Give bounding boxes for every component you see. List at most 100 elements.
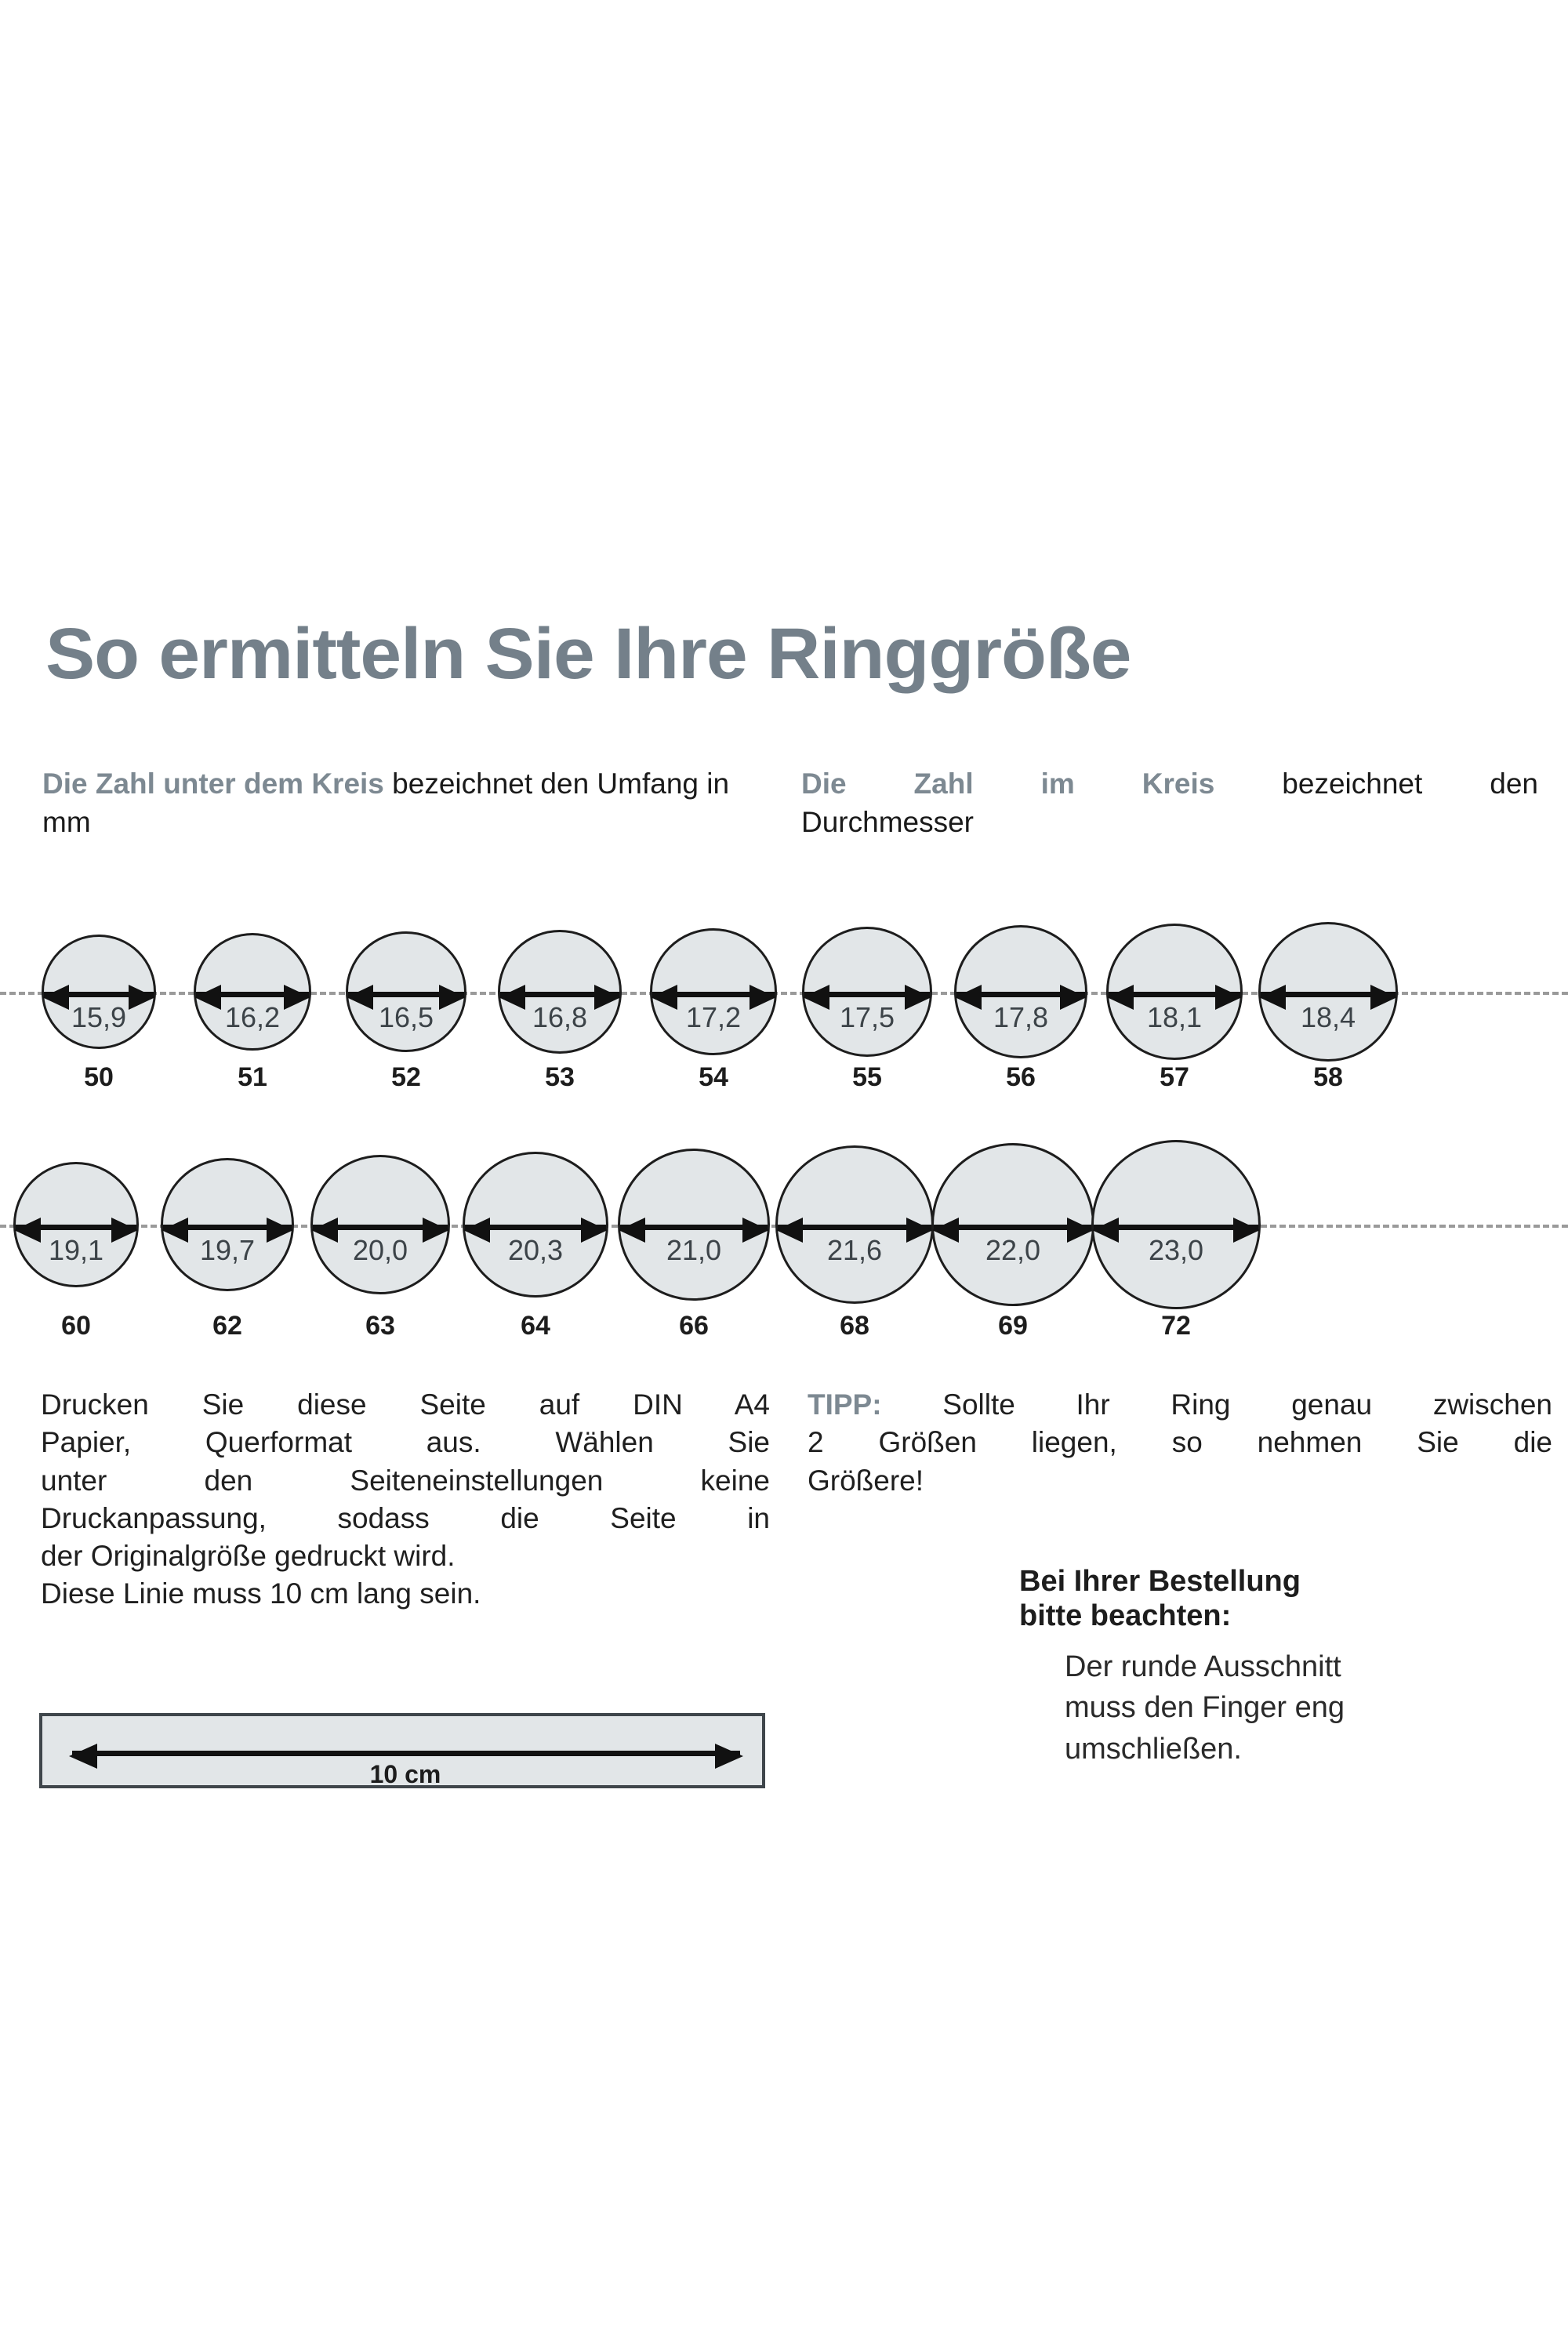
legend-left-emphasis: Die Zahl unter dem Kreis xyxy=(42,768,384,800)
ring-size-62: 19,7 xyxy=(161,1158,294,1291)
ring-diameter-label: 17,8 xyxy=(993,1001,1049,1033)
ring-size-55: 17,5 xyxy=(802,927,932,1057)
ring-diameter-label: 18,4 xyxy=(1300,1001,1356,1033)
diameter-arrow-icon xyxy=(463,1218,608,1243)
ring-size-60: 19,1 xyxy=(13,1162,139,1287)
ring-circumference-label-72: 72 xyxy=(1161,1311,1191,1341)
ring-circumference-label-63: 63 xyxy=(365,1311,395,1341)
tip-line-2: 2 Größen liegen, so nehmen Sie die xyxy=(808,1426,1552,1459)
tip-label: TIPP: xyxy=(808,1388,882,1421)
ruler-double-arrow-icon xyxy=(69,1744,743,1769)
ring-diameter-label: 22,0 xyxy=(985,1234,1041,1266)
legend-left-rest: bezeichnet den Umfang in mm xyxy=(42,768,730,839)
ring-row-1: 15,9 50 16,2 51 16,5 52 16,8 53 17,2 54 17,5 55 17,8… xyxy=(0,913,1568,1109)
ring-diameter-label: 20,3 xyxy=(507,1234,564,1266)
ring-size-63: 20,0 xyxy=(310,1155,450,1294)
diameter-arrow-icon xyxy=(499,985,621,1010)
ring-size-66: 21,0 xyxy=(618,1149,770,1301)
diameter-arrow-icon xyxy=(347,985,466,1010)
instruction-line-5: der Originalgröße gedruckt wird. xyxy=(41,1540,456,1573)
ruler-calibration-bar: 10 cm xyxy=(39,1713,765,1788)
diameter-arrow-icon xyxy=(1107,985,1242,1010)
diameter-arrow-icon xyxy=(1259,985,1397,1010)
order-notice-heading-line-2: bitte beachten: xyxy=(1019,1599,1232,1633)
order-notice-heading-line-1: Bei Ihrer Bestellung xyxy=(1019,1565,1301,1598)
ring-size-52: 16,5 xyxy=(346,931,466,1052)
ring-diameter-label: 23,0 xyxy=(1148,1234,1204,1266)
legend-right: Die Zahl im Kreis bezeichnet den Durchme… xyxy=(801,764,1538,841)
legend-right-rest-2: Durchmesser xyxy=(801,806,974,839)
ring-row-2: 19,1 60 19,7 62 20,0 63 20,3 64 21,0 66 21,6 68 22,0… xyxy=(0,1137,1568,1345)
ring-circumference-label-64: 64 xyxy=(521,1311,550,1341)
order-notice-body: Der runde Ausschnitt muss den Finger eng… xyxy=(1065,1646,1566,1769)
ring-circumference-label-68: 68 xyxy=(840,1311,869,1341)
ring-circumference-label-66: 66 xyxy=(679,1311,709,1341)
diameter-arrow-icon xyxy=(311,1218,449,1243)
ring-diameter-label: 18,1 xyxy=(1146,1001,1203,1033)
ring-diameter-label: 15,9 xyxy=(71,1001,127,1033)
ring-diameter-label: 19,1 xyxy=(48,1234,104,1266)
ring-circumference-label-53: 53 xyxy=(545,1062,575,1092)
ring-size-50: 15,9 xyxy=(42,935,156,1049)
diameter-arrow-icon xyxy=(619,1218,769,1243)
legend-right-emphasis: Die Zahl im Kreis xyxy=(801,768,1215,800)
diameter-arrow-icon xyxy=(776,1218,933,1243)
diameter-arrow-icon xyxy=(42,985,155,1010)
ring-diameter-label: 21,6 xyxy=(826,1234,883,1266)
ring-size-56: 17,8 xyxy=(954,925,1087,1058)
ring-size-53: 16,8 xyxy=(498,930,622,1054)
ring-diameter-label: 20,0 xyxy=(352,1234,408,1266)
ring-circumference-label-56: 56 xyxy=(1006,1062,1036,1092)
ring-circumference-label-50: 50 xyxy=(84,1062,114,1092)
diameter-arrow-icon xyxy=(955,985,1087,1010)
ring-size-57: 18,1 xyxy=(1106,924,1243,1060)
diameter-arrow-icon xyxy=(1092,1218,1260,1243)
legend-right-rest-1: bezeichnet den xyxy=(1214,768,1538,800)
order-notice-body-line-2: muss den Finger eng xyxy=(1065,1691,1345,1725)
diameter-arrow-icon xyxy=(14,1218,138,1243)
ring-diameter-label: 21,0 xyxy=(666,1234,722,1266)
ring-diameter-label: 16,8 xyxy=(532,1001,588,1033)
instruction-line-3: unter den Seiteneinstellungen keine xyxy=(41,1464,770,1497)
ring-circumference-label-60: 60 xyxy=(61,1311,91,1341)
order-notice-body-line-1: Der runde Ausschnitt xyxy=(1065,1650,1341,1683)
tip-line-1: Sollte Ihr Ring genau zwischen xyxy=(881,1388,1552,1421)
diameter-arrow-icon xyxy=(932,1218,1094,1243)
ring-circumference-label-62: 62 xyxy=(212,1311,242,1341)
print-instructions: Drucken Sie diese Seite auf DIN A4 Papie… xyxy=(41,1386,770,1613)
page-title: So ermitteln Sie Ihre Ringgröße xyxy=(45,614,1131,694)
ring-circumference-label-69: 69 xyxy=(998,1311,1028,1341)
diameter-arrow-icon xyxy=(162,1218,293,1243)
ring-diameter-label: 17,5 xyxy=(839,1001,895,1033)
ruler-label: 10 cm xyxy=(369,1760,441,1788)
ring-circumference-label-55: 55 xyxy=(852,1062,882,1092)
baseline-dashed-row1 xyxy=(0,992,1568,995)
tip-line-3: Größere! xyxy=(808,1464,924,1497)
instruction-line-1: Drucken Sie diese Seite auf DIN A4 xyxy=(41,1388,770,1421)
ring-circumference-label-52: 52 xyxy=(391,1062,421,1092)
ring-size-51: 16,2 xyxy=(194,933,311,1051)
ring-diameter-label: 16,2 xyxy=(224,1001,281,1033)
ring-size-58: 18,4 xyxy=(1258,922,1398,1062)
instruction-line-4: Druckanpassung, sodass die Seite in xyxy=(41,1501,770,1534)
diameter-arrow-icon xyxy=(803,985,931,1010)
ring-circumference-label-58: 58 xyxy=(1313,1062,1343,1092)
ring-size-54: 17,2 xyxy=(650,928,777,1055)
ring-diameter-label: 19,7 xyxy=(199,1234,256,1266)
ring-size-72: 23,0 xyxy=(1091,1140,1261,1309)
ring-circumference-label-57: 57 xyxy=(1160,1062,1189,1092)
ring-circumference-label-54: 54 xyxy=(699,1062,728,1092)
order-notice-heading: Bei Ihrer Bestellung bitte beachten: xyxy=(1019,1564,1568,1633)
diameter-arrow-icon xyxy=(651,985,776,1010)
diameter-arrow-icon xyxy=(194,985,310,1010)
ring-size-64: 20,3 xyxy=(463,1152,608,1298)
ring-circumference-label-51: 51 xyxy=(238,1062,267,1092)
instruction-line-6: Diese Linie muss 10 cm lang sein. xyxy=(41,1577,481,1610)
instruction-line-2: Papier, Querformat aus. Wählen Sie xyxy=(41,1426,770,1459)
ring-size-68: 21,6 xyxy=(775,1145,934,1304)
ring-diameter-label: 16,5 xyxy=(378,1001,434,1033)
ring-size-69: 22,0 xyxy=(931,1143,1094,1306)
ring-diameter-label: 17,2 xyxy=(685,1001,742,1033)
tip-block: TIPP: Sollte Ihr Ring genau zwischen 2 G… xyxy=(808,1386,1552,1500)
